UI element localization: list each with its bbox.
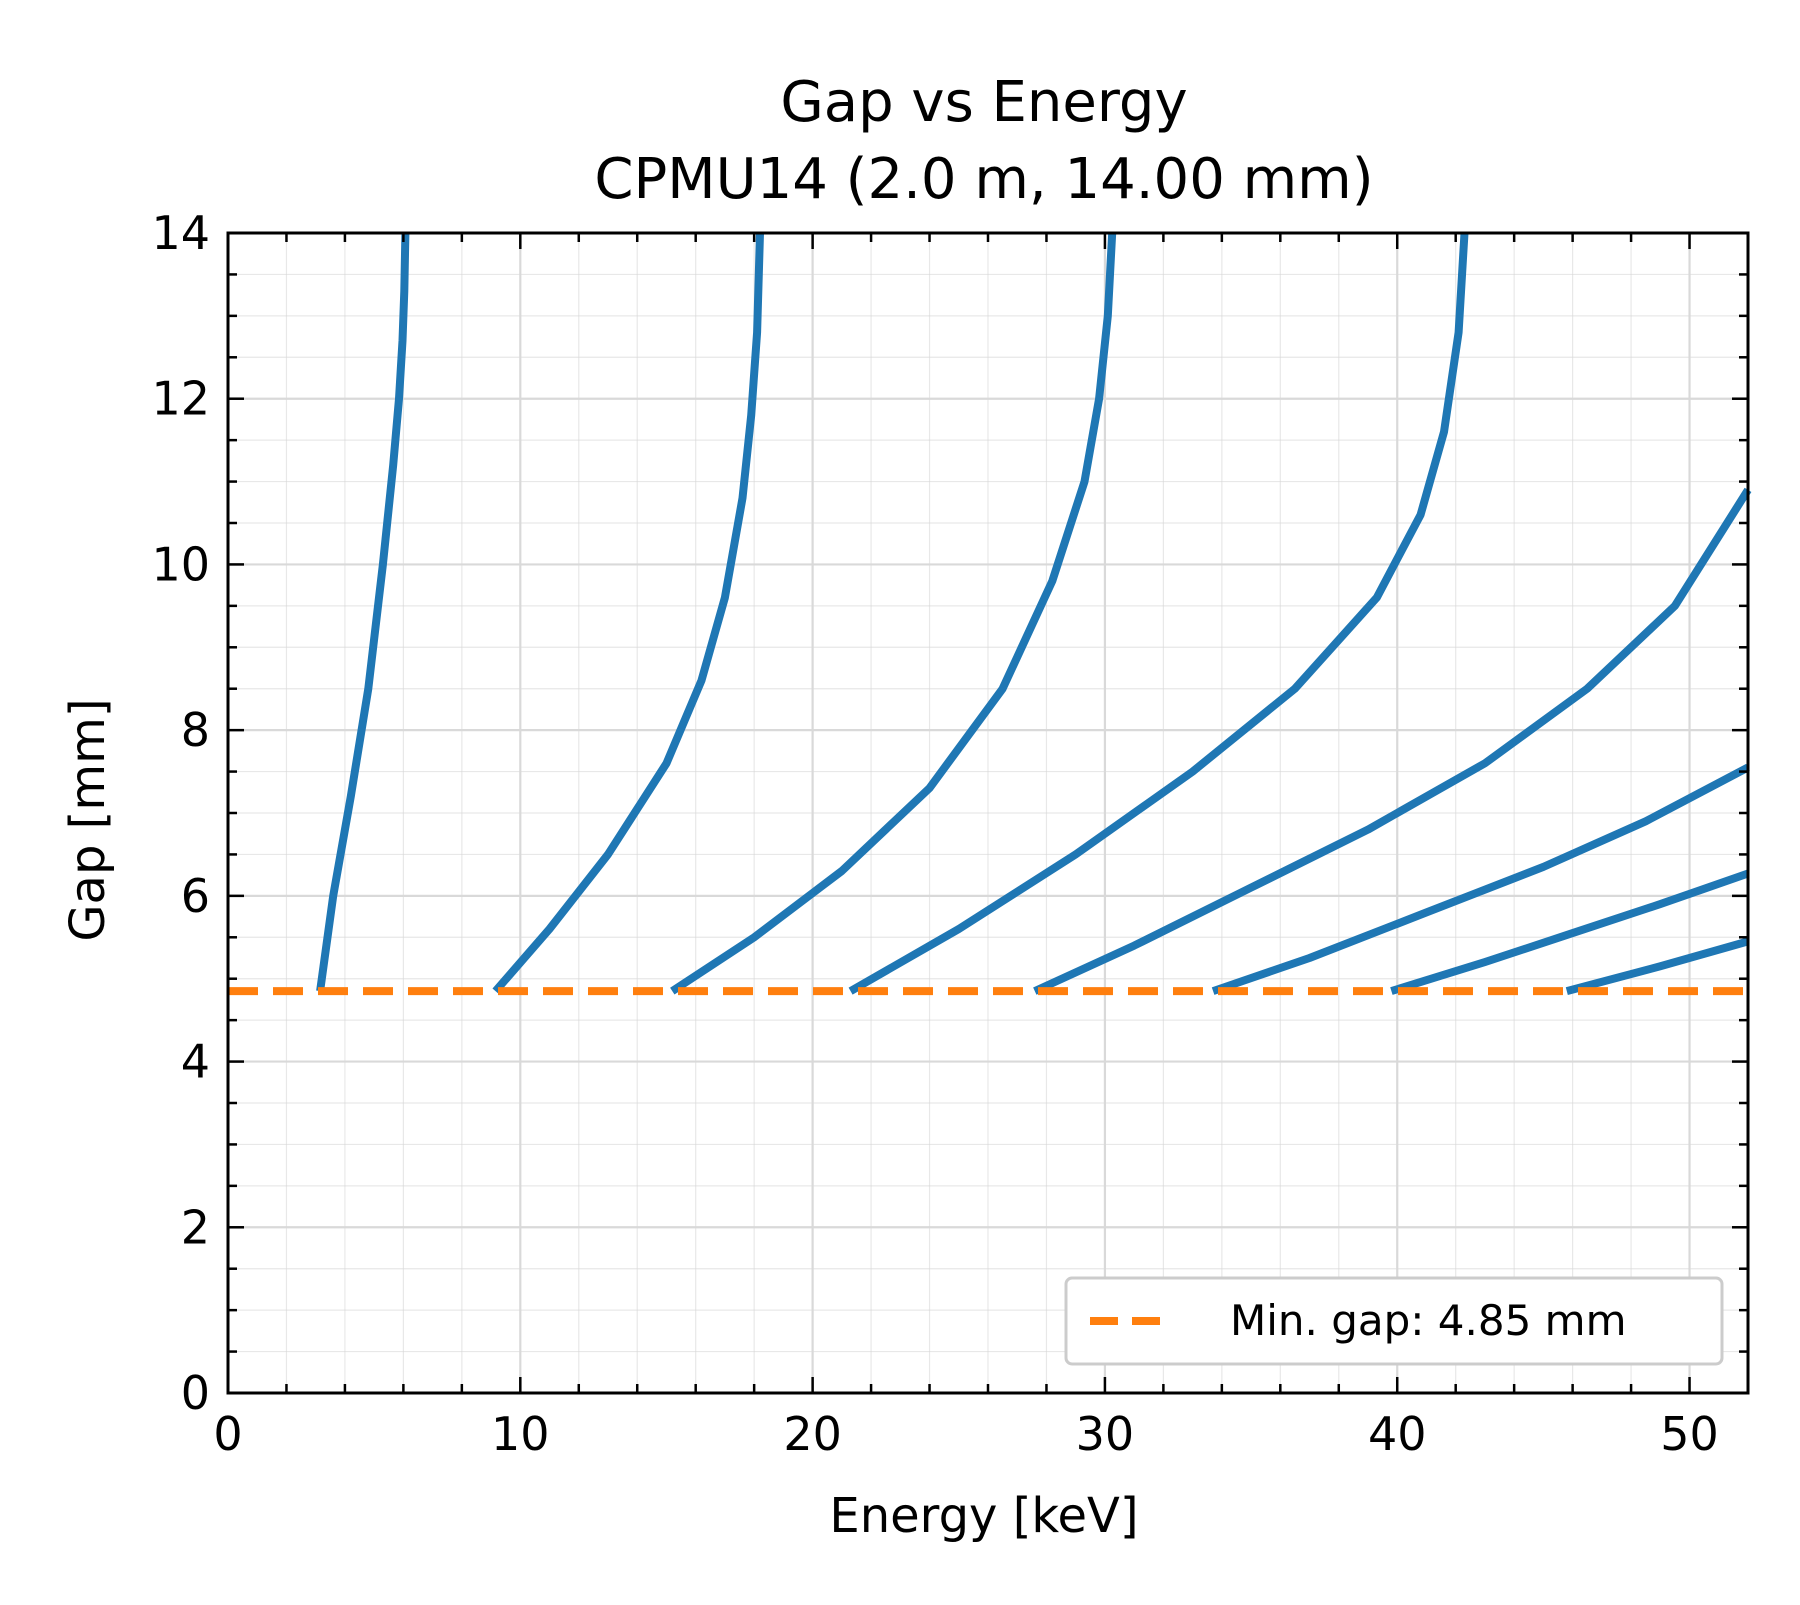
legend-min-gap-label: Min. gap: 4.85 mm [1230, 1296, 1626, 1345]
y-tick-label: 6 [181, 869, 210, 923]
y-tick-label: 8 [181, 703, 210, 757]
harmonic-curve [1565, 937, 1750, 995]
x-tick-label: 20 [783, 1407, 842, 1461]
chart-subtitle: CPMU14 (2.0 m, 14.00 mm) [594, 147, 1373, 212]
harmonic-curve [670, 232, 1117, 995]
harmonic-curve [1211, 763, 1750, 995]
y-tick-label: 4 [181, 1035, 210, 1089]
y-tick-label: 12 [151, 372, 210, 426]
chart-title: Gap vs Energy [780, 70, 1187, 135]
x-tick-label: 0 [213, 1407, 242, 1461]
harmonic-curve [1390, 869, 1750, 995]
x-tick-label: 30 [1076, 1407, 1135, 1461]
x-tick-label: 50 [1660, 1407, 1719, 1461]
x-tick-label: 40 [1368, 1407, 1427, 1461]
grid [228, 233, 1748, 1393]
x-tick-label: 10 [491, 1407, 550, 1461]
y-tick-label: 14 [151, 206, 210, 260]
legend: Min. gap: 4.85 mm [1064, 1276, 1724, 1366]
legend-box [1064, 1276, 1724, 1366]
y-tick-label: 10 [151, 537, 210, 591]
x-axis-label: Energy [keV] [829, 1488, 1138, 1544]
y-tick-label: 0 [181, 1366, 210, 1420]
y-tick-label: 2 [181, 1200, 210, 1254]
harmonic-curve [848, 232, 1469, 995]
harmonic-curve [1033, 487, 1752, 995]
y-axis-label: Gap [mm] [60, 698, 116, 941]
tick-group: 0 10 20 30 40 50 0 2 4 6 8 10 12 14 [151, 206, 1750, 1461]
harmonic-curve [492, 232, 764, 994]
harmonic-curve [316, 232, 410, 992]
series-group [228, 232, 1752, 996]
